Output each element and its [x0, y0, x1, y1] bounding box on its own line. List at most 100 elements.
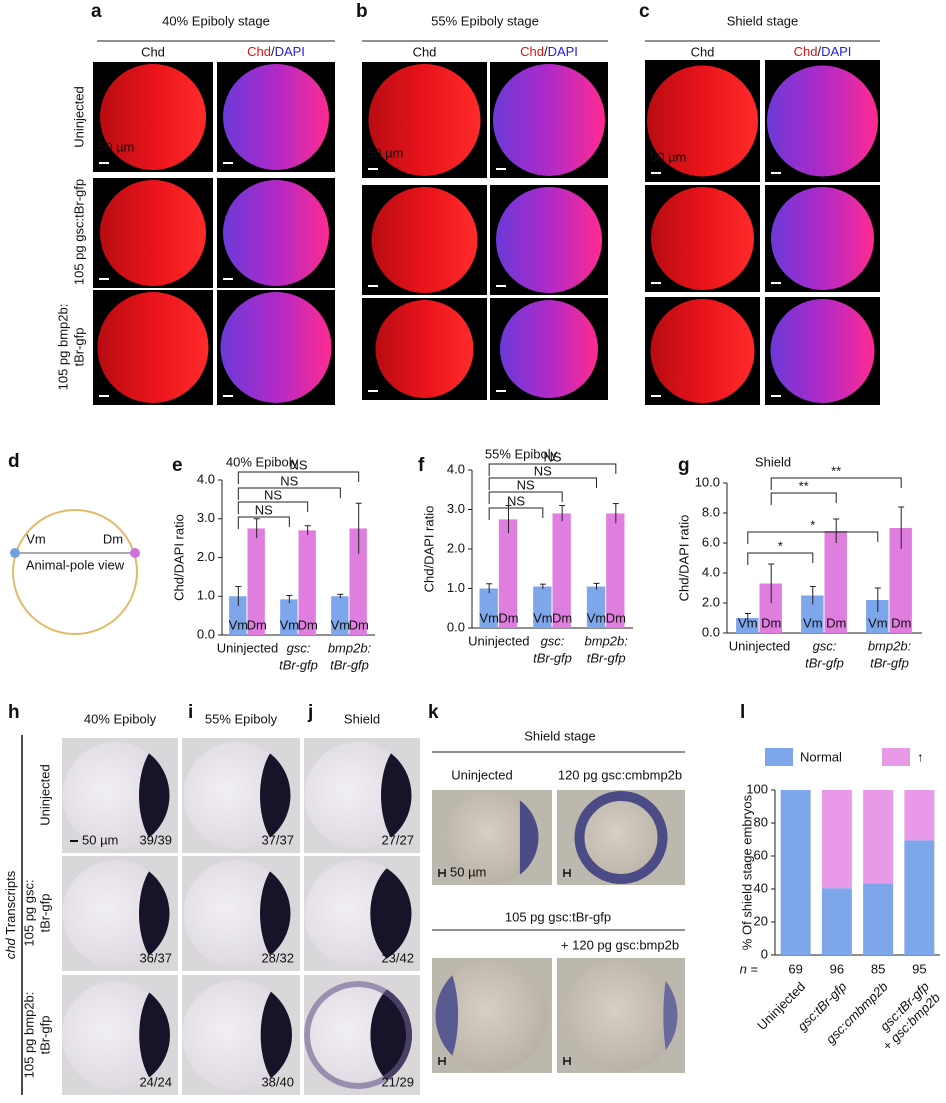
bar: [533, 586, 552, 628]
significance-label: **: [799, 478, 809, 493]
scale-bar: [223, 278, 233, 280]
embryo: [97, 292, 209, 403]
bar-label: Vm: [738, 615, 758, 630]
significance-bracket: [488, 477, 598, 490]
x-tick-label: Uninjected: [217, 640, 278, 655]
panel-letter: a: [91, 1, 102, 22]
scale-bar: [368, 390, 378, 392]
x-tick-label: Uninjected: [729, 638, 790, 653]
embryo: [445, 791, 539, 884]
chd-ring: [304, 981, 412, 1089]
embryo: [771, 187, 874, 290]
significance-bracket: [488, 463, 617, 476]
vm-label: Vm: [26, 531, 46, 546]
chd-stain: [260, 742, 291, 849]
y-tick-label: 40: [754, 880, 768, 895]
ratio-label: 39/39: [139, 832, 172, 847]
row-label: 105 pg gsc:tBr-gfp: [71, 179, 86, 285]
legend-swatch: [882, 748, 910, 766]
y-tick-label: 1.0: [197, 588, 215, 603]
embryo: [100, 180, 206, 286]
dm-label: Dm: [103, 531, 123, 546]
n-value: 96: [830, 961, 844, 976]
y-tick-label: 4.0: [197, 471, 215, 486]
y-tick-label: 4.0: [702, 564, 720, 579]
channel-label: Chd/DAPI: [247, 44, 305, 59]
bar: [889, 528, 912, 633]
significance-bracket: [237, 487, 341, 500]
y-tick-label: 0.0: [197, 626, 215, 641]
chd-stain: [370, 860, 412, 967]
embryo: [564, 959, 678, 1072]
ish-axis-label: chd Transcripts: [3, 870, 18, 959]
bar-segment: [780, 790, 811, 955]
scale-bar: [496, 390, 506, 392]
significance-bracket: [237, 501, 309, 514]
embryo: [493, 64, 605, 176]
diagram-caption: Animal-pole view: [26, 557, 125, 572]
significance-label: NS: [543, 449, 561, 464]
row-label: tBr-gfp: [37, 1015, 52, 1054]
y-tick-label: 100: [746, 781, 768, 796]
scale-label: 50 µm: [82, 832, 118, 847]
y-axis-label: Chd/DAPI ratio: [171, 514, 186, 601]
bar-label: Dm: [349, 617, 369, 632]
bar-label: Dm: [298, 617, 318, 632]
legend-swatch: [765, 748, 793, 766]
scale-bar: [563, 1057, 571, 1065]
ratio-label: 37/37: [261, 832, 294, 847]
y-tick-label: 60: [754, 847, 768, 862]
bar: [280, 599, 298, 635]
chd-stain: [574, 791, 668, 884]
panel-title: Shield: [344, 711, 380, 726]
significance-bracket: [770, 492, 837, 505]
scale-bar: [438, 1057, 446, 1065]
row-label: Uninjected: [71, 86, 86, 147]
significance-bracket: [237, 516, 290, 529]
bar: [866, 600, 889, 633]
bar: [498, 519, 518, 628]
significance-bracket: [237, 471, 360, 484]
channel-label: Chd: [141, 44, 165, 59]
bar-label: Vm: [280, 617, 300, 632]
scale-bar: [771, 282, 781, 284]
panel-letter: i: [188, 702, 193, 723]
bar-label: Dm: [552, 610, 572, 625]
significance-label: NS: [264, 487, 282, 502]
legend-label: ↑: [917, 749, 924, 764]
x-tick-label: gsc:: [287, 640, 311, 655]
condition-label: + 120 pg gsc:bmp2b: [561, 937, 679, 952]
significance-label: *: [810, 517, 815, 532]
bar-segment: [863, 790, 894, 884]
significance-bracket: [770, 477, 902, 490]
y-tick-label: 2.0: [447, 540, 465, 555]
bar: [801, 595, 824, 633]
chd-stain: [139, 981, 170, 1089]
scale-bar: [99, 278, 109, 280]
n-value: 95: [912, 961, 926, 976]
bar-segment: [821, 888, 852, 955]
y-tick-label: 10.0: [695, 474, 720, 489]
panel-letter: j: [307, 702, 313, 723]
panel-title: 40% Epiboly: [84, 711, 157, 726]
significance-label: NS: [517, 477, 535, 492]
scale-bar: [771, 172, 781, 174]
bar: [759, 583, 782, 633]
channel-chd: Chd: [520, 44, 544, 59]
y-tick-label: 2.0: [197, 549, 215, 564]
x-tick-label: bmp2b:: [868, 638, 912, 653]
bar-label: Dm: [891, 615, 911, 630]
condition-label: Uninjected: [451, 767, 512, 782]
bar: [736, 618, 759, 633]
y-tick-label: 20: [754, 913, 768, 928]
bar-segment: [904, 840, 935, 955]
panel-letter: b: [356, 1, 368, 22]
bar: [606, 513, 625, 628]
bar-label: Vm: [479, 610, 499, 625]
embryo: [496, 187, 602, 293]
significance-label: *: [778, 538, 783, 553]
chd-stain: [381, 742, 412, 849]
y-axis-label: % Of shield stage embryos: [739, 794, 754, 950]
